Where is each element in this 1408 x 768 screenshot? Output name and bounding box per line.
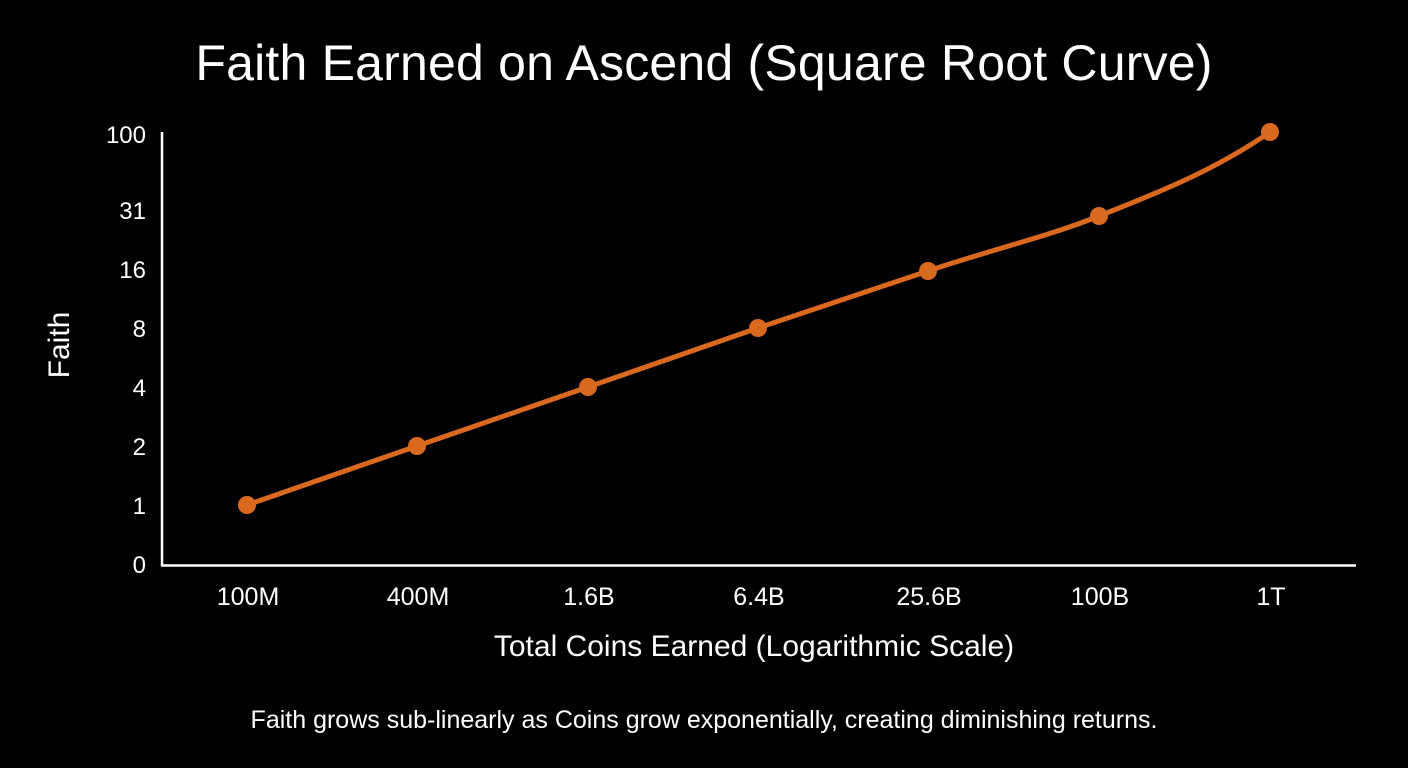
x-tick-6-4b: 6.4B <box>733 583 785 611</box>
data-point <box>749 319 767 337</box>
y-tick-4: 4 <box>132 375 146 402</box>
data-point <box>1261 123 1279 141</box>
y-tick-8: 8 <box>132 316 146 343</box>
x-tick-1t: 1T <box>1256 583 1286 611</box>
y-tick-1: 1 <box>132 493 146 520</box>
data-point <box>1090 207 1108 225</box>
data-point <box>579 378 597 396</box>
x-tick-100m: 100M <box>216 583 280 611</box>
y-tick-100: 100 <box>105 122 146 149</box>
x-tick-400m: 400M <box>386 583 450 611</box>
y-tick-16: 16 <box>119 257 146 284</box>
data-point <box>238 496 256 514</box>
data-point <box>408 437 426 455</box>
x-axis-label: Total Coins Earned (Logarithmic Scale) <box>493 630 1015 663</box>
x-tick-100b: 100B <box>1070 583 1130 611</box>
faith-line <box>244 129 1273 508</box>
data-point <box>919 262 937 280</box>
y-tick-2: 2 <box>132 434 146 461</box>
chart-title: Faith Earned on Ascend (Square Root Curv… <box>195 35 1213 91</box>
x-tick-1-6b: 1.6B <box>563 583 615 611</box>
y-tick-31: 31 <box>119 198 146 225</box>
y-tick-0: 0 <box>132 552 146 579</box>
x-tick-25-6b: 25.6B <box>896 583 962 611</box>
chart-caption: Faith grows sub-linearly as Coins grow e… <box>250 706 1158 734</box>
